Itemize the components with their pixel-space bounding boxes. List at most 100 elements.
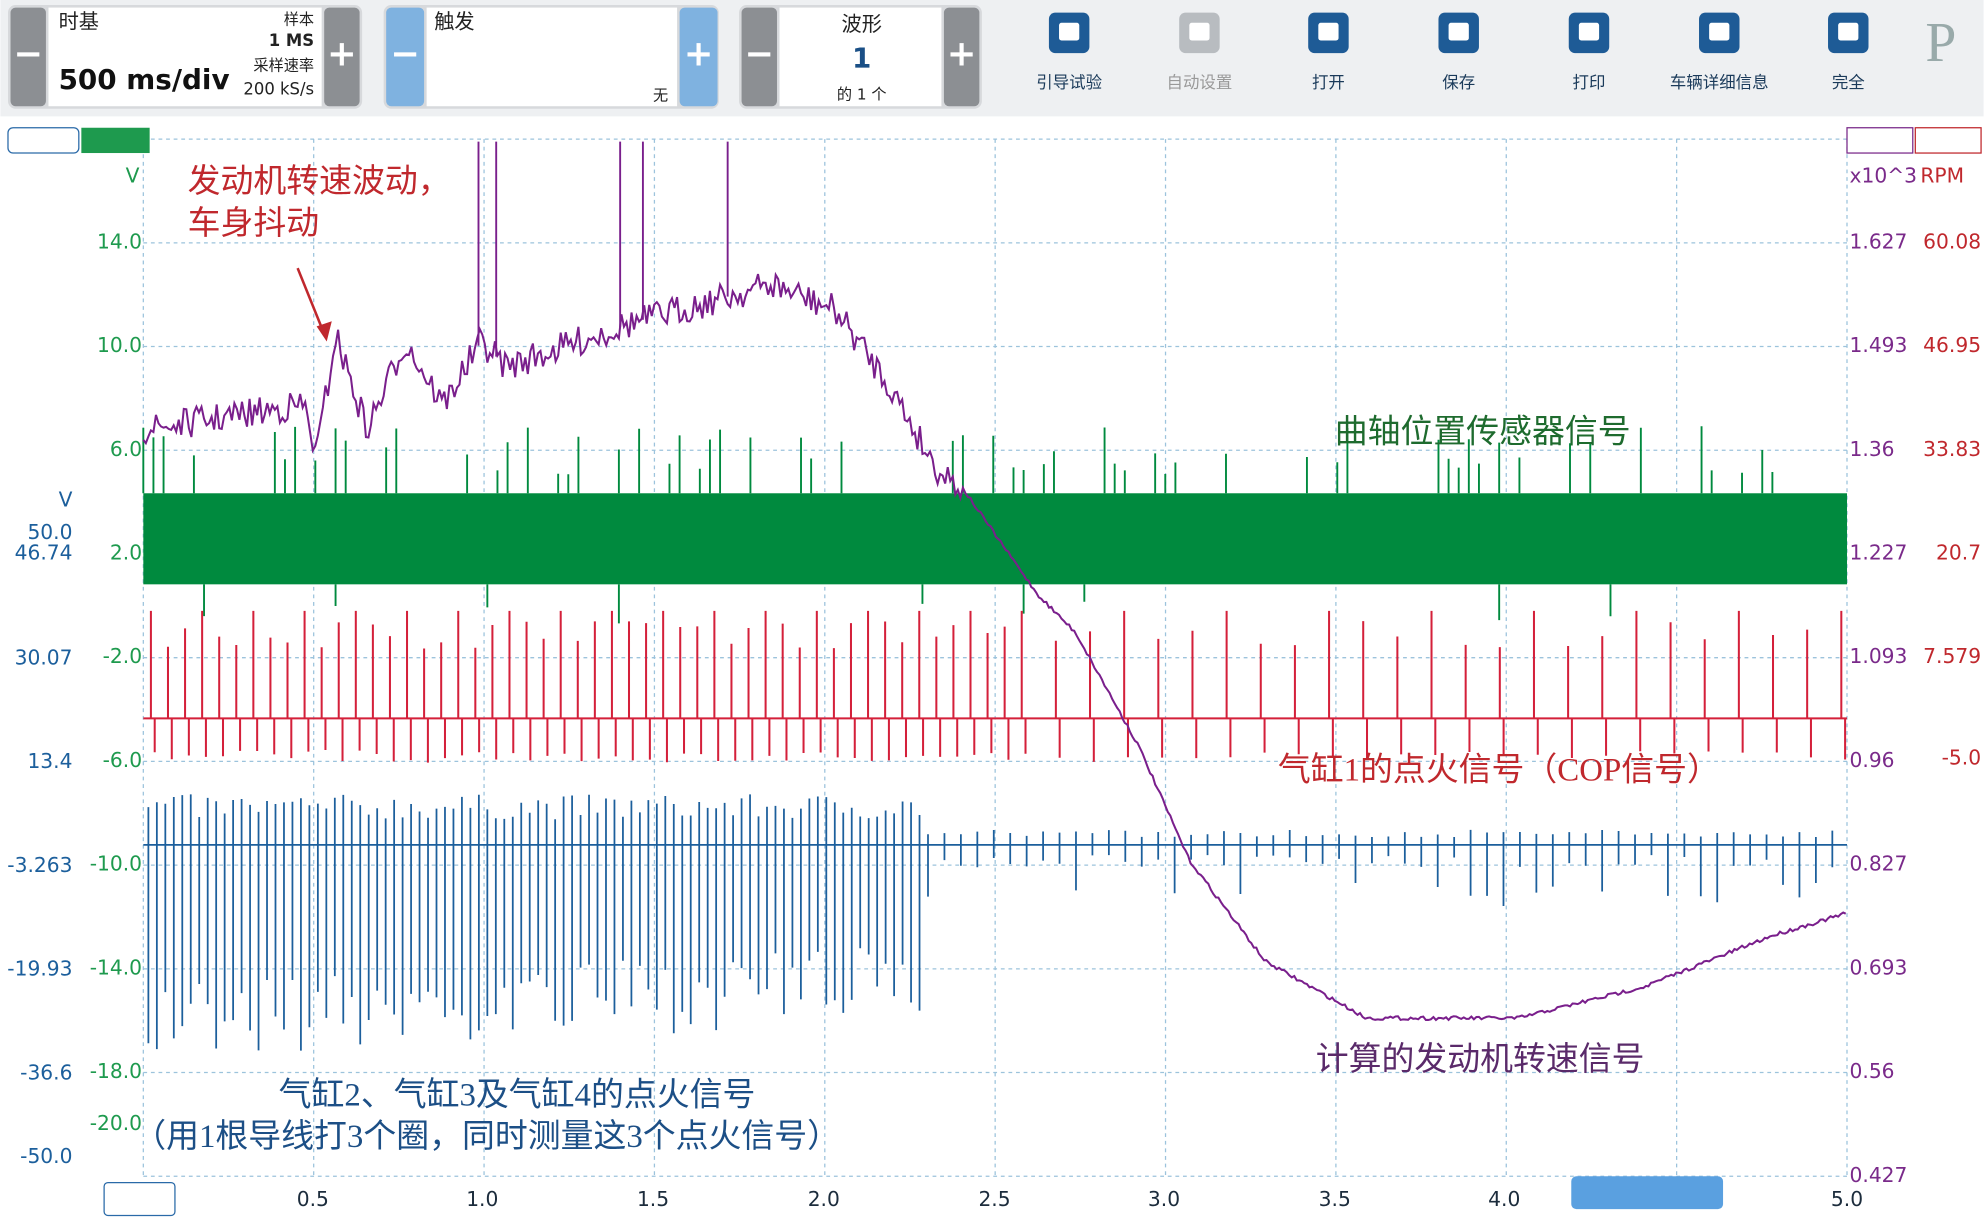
time-tick-label: 3.5 <box>1319 1187 1351 1211</box>
purple-unit: x10^3 <box>1850 164 1918 188</box>
svg-text:+: + <box>327 34 357 75</box>
time-tick-label: 1.0 <box>466 1187 498 1211</box>
plot <box>142 138 1848 1177</box>
minus-button[interactable] <box>741 7 777 107</box>
tool-button-label: 打开 <box>1312 73 1345 92</box>
annotation: 曲轴位置传感器信号 <box>1335 414 1631 451</box>
samples-label: 样本 <box>284 11 314 29</box>
purple-tick-label: 0.693 <box>1850 955 1908 979</box>
blue-tick-label: 30.07 <box>15 645 73 669</box>
rpm-spikes <box>477 141 729 357</box>
time-tick-label: 3.0 <box>1148 1187 1180 1211</box>
red-tick-label: -5.0 <box>1942 745 1981 769</box>
time-tick-label: 2.0 <box>808 1187 840 1211</box>
red-tick-label: 20.7 <box>1936 540 1981 564</box>
blue-unit: V <box>59 487 73 511</box>
purple-tick-label: 1.093 <box>1850 644 1908 668</box>
annotation: 气缸1的点火信号（COP信号） <box>1278 751 1720 788</box>
rate-value: 200 kS/s <box>243 79 314 98</box>
annotation: 发动机转速波动， <box>188 163 451 200</box>
green-tick-label: 6.0 <box>110 437 142 461</box>
svg-text:−: − <box>744 34 774 75</box>
button-glyphs: − + − + − + <box>13 34 976 75</box>
green-tick-label: -14.0 <box>90 955 142 979</box>
purple-tick-label: 0.827 <box>1850 852 1908 876</box>
annotation: 计算的发动机转速信号 <box>1316 1041 1645 1078</box>
time-origin-box <box>103 1181 176 1217</box>
green-tick-label: -6.0 <box>103 748 142 772</box>
zoom-bar[interactable] <box>1571 1176 1724 1210</box>
tool-icons <box>1048 12 1869 54</box>
blue-tick-label: -36.6 <box>20 1060 72 1084</box>
timebase-label: 时基 <box>59 9 99 33</box>
annotation-arrow <box>296 267 326 335</box>
purple-tick-label: 1.627 <box>1850 229 1908 253</box>
rpm-signal <box>142 271 1847 1022</box>
minus-button[interactable] <box>10 7 46 107</box>
red-top-box <box>1914 127 1982 154</box>
trigger-panel <box>383 5 719 109</box>
annotation: （用1根导线打3个圈，同时测量这3个点火信号） <box>133 1118 840 1155</box>
tool-button-label: 自动设置 <box>1167 73 1233 92</box>
blue-tick-label: 13.4 <box>27 749 72 773</box>
annotation: 气缸2、气缸3及气缸4的点火信号 <box>279 1076 756 1113</box>
trigger-value: 无 <box>653 87 668 105</box>
tool-button-label: 引导试验 <box>1036 73 1102 92</box>
green-unit: V <box>126 164 140 188</box>
tool-button-label: 完全 <box>1832 73 1865 92</box>
green-tick-label: -18.0 <box>90 1059 142 1083</box>
minus-button[interactable] <box>386 7 425 107</box>
purple-tick-label: 0.56 <box>1850 1059 1895 1083</box>
tool-icon-detail <box>1578 22 1600 41</box>
green-tick-label: 2.0 <box>110 540 142 564</box>
green-top-box <box>81 127 150 154</box>
purple-top-box <box>1846 127 1914 154</box>
svg-text:−: − <box>390 34 420 75</box>
red-unit: RPM <box>1920 164 1964 188</box>
annotation: 车身抖动 <box>188 205 320 242</box>
purple-tick-label: 1.493 <box>1850 333 1908 357</box>
time-tick-label: 5.0 <box>1831 1187 1863 1211</box>
purple-tick-label: 1.227 <box>1850 540 1908 564</box>
waveform-panel <box>739 5 982 109</box>
blue-tick-label: 46.74 <box>15 540 73 564</box>
plus-button[interactable] <box>943 7 980 107</box>
green-tick-label: 10.0 <box>97 333 142 357</box>
waveform-sub: 的 1 个 <box>837 85 887 103</box>
channel-box <box>7 127 80 154</box>
waveform-label: 波形 <box>841 12 881 36</box>
blue-tick-label: -19.93 <box>7 957 72 981</box>
cyl234-signal <box>143 794 1848 1051</box>
tool-icon-detail <box>1709 22 1730 41</box>
green-tick-label: -20.0 <box>90 1111 142 1135</box>
tool-button-label: 车辆详细信息 <box>1670 73 1769 92</box>
time-tick-label: 2.5 <box>978 1187 1010 1211</box>
time-tick-label: 0.5 <box>297 1187 329 1211</box>
green-tick-label: -10.0 <box>90 852 142 876</box>
rate-label: 采样速率 <box>253 56 314 74</box>
time-tick-label: 1.5 <box>637 1187 669 1211</box>
red-tick-label: 7.579 <box>1923 644 1981 668</box>
tool-button-label: 保存 <box>1442 73 1475 92</box>
tool-icon-detail <box>1318 22 1339 41</box>
plus-button[interactable] <box>679 7 718 107</box>
samples-value: 1 MS <box>269 31 314 50</box>
purple-tick-label: 1.36 <box>1850 437 1895 461</box>
logo: P <box>1925 12 1956 74</box>
blue-tick-label: 50.0 <box>27 520 72 544</box>
red-tick-label: 46.95 <box>1923 333 1981 357</box>
tool-icon-detail <box>1448 22 1469 41</box>
blue-tick-label: -50.0 <box>20 1144 72 1168</box>
tool-icon-detail <box>1838 22 1859 41</box>
crank-spikes <box>142 426 1774 624</box>
crank-band <box>143 493 1848 585</box>
purple-tick-label: 0.96 <box>1850 748 1895 772</box>
plus-button[interactable] <box>324 7 360 107</box>
purple-tick-label: 0.427 <box>1850 1163 1908 1187</box>
cyl1-signal <box>143 610 1848 763</box>
blue-tick-label: -3.263 <box>7 853 72 877</box>
timebase-panel <box>7 5 363 109</box>
tool-icon-detail <box>1059 22 1080 41</box>
